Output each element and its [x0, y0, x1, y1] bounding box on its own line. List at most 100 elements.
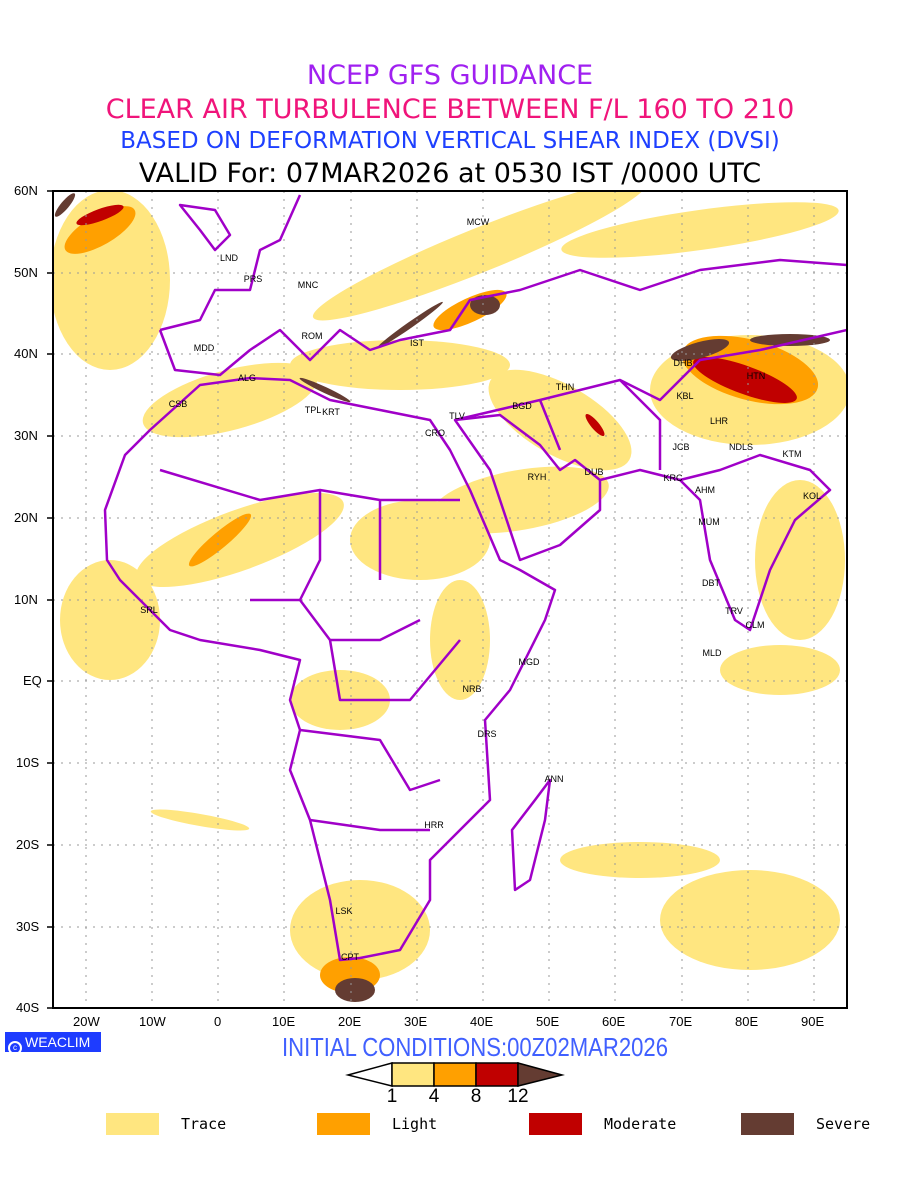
city-label: CSB: [168, 399, 188, 409]
legend-swatch: [529, 1113, 582, 1135]
city-label: SRL: [140, 605, 158, 615]
lon-label: 90E: [801, 1014, 825, 1029]
lon-label: 10E: [272, 1014, 296, 1029]
city-label: ALG: [237, 373, 257, 383]
city-label: PRS: [243, 274, 263, 284]
city-label: KTM: [782, 449, 802, 459]
logo-text: WEACLIM: [25, 1034, 91, 1050]
colorbar-under: [345, 1062, 393, 1087]
colorbar-moderate: [475, 1062, 519, 1087]
lat-label: EQ: [23, 673, 42, 688]
city-label: NDLS: [728, 442, 754, 452]
initial-conditions: INITIAL CONDITIONS:00Z02MAR2026: [281, 1032, 669, 1062]
colorbar-severe: [517, 1062, 565, 1087]
title-method: BASED ON DEFORMATION VERTICAL SHEAR INDE…: [120, 128, 780, 154]
europe-coastline: [158, 194, 847, 377]
africa-inner-borders: [159, 468, 461, 832]
copyright-icon: c: [8, 1041, 22, 1055]
legend-item-moderate: Moderate: [529, 1113, 676, 1135]
city-label: ANN: [544, 774, 564, 784]
lat-label: 10N: [14, 592, 38, 607]
city-label: KRT: [322, 407, 340, 417]
lon-label: 70E: [669, 1014, 693, 1029]
city-label: CPT: [341, 952, 359, 962]
africa-coastline: [103, 376, 557, 962]
lon-label: 30E: [404, 1014, 428, 1029]
lat-label: 30N: [14, 428, 38, 443]
title-model: NCEP GFS GUIDANCE: [306, 60, 594, 91]
title-product: CLEAR AIR TURBULENCE BETWEEN F/L 160 TO …: [105, 94, 795, 125]
city-label: TLV: [449, 411, 465, 421]
city-label: DHB: [673, 358, 693, 368]
city-label: MNC: [297, 280, 319, 290]
turbulence-severe-areas: [54, 193, 830, 1002]
city-label: CRO: [425, 428, 445, 438]
lon-label: 10W: [139, 1014, 166, 1029]
turbulence-trace-areas: [53, 191, 847, 980]
axis-ticks: [47, 190, 53, 1009]
colorbar: [345, 1062, 565, 1087]
legend-label: Trace: [181, 1115, 227, 1133]
lat-label: 40N: [14, 346, 38, 361]
city-label: KOL: [802, 491, 822, 501]
city-label: LSK: [335, 906, 353, 916]
city-label: HTN: [746, 371, 766, 381]
legend-label: Moderate: [604, 1115, 677, 1133]
city-label: IST: [409, 338, 425, 348]
middle-east-borders: [454, 328, 847, 482]
legend-item-trace: Trace: [106, 1113, 226, 1135]
madagascar-coastline: [510, 778, 552, 892]
city-label: DBT: [702, 578, 720, 588]
city-label: MCW: [466, 217, 490, 227]
legend-swatch: [741, 1113, 794, 1135]
city-label: DRS: [477, 729, 497, 739]
city-label: JCB: [672, 442, 690, 452]
legend-swatch: [317, 1113, 370, 1135]
legend-item-severe: Severe: [741, 1113, 870, 1135]
legend-label: Light: [392, 1115, 438, 1133]
colorbar-tick: 4: [428, 1086, 440, 1107]
title-valid-time: VALID For: 07MAR2026 at 0530 IST /0000 U…: [138, 158, 762, 189]
lon-label: 40E: [470, 1014, 494, 1029]
lat-label: 60N: [14, 183, 38, 198]
legend-label: Severe: [816, 1115, 871, 1133]
colorbar-tick: 12: [507, 1086, 529, 1107]
lon-label: 80E: [735, 1014, 759, 1029]
city-label: HRR: [424, 820, 444, 830]
city-label: LHR: [709, 416, 729, 426]
city-label: MGD: [518, 657, 540, 667]
city-label: MLD: [702, 648, 722, 658]
colorbar-trace: [391, 1062, 435, 1087]
city-label: CLM: [745, 620, 765, 630]
city-label: MUM: [698, 517, 720, 527]
legend-item-light: Light: [317, 1113, 437, 1135]
city-label: MDD: [193, 343, 215, 353]
city-label: RYH: [527, 472, 547, 482]
city-label: AHM: [695, 485, 715, 495]
city-label: KBL: [676, 391, 694, 401]
lat-label: 20S: [16, 837, 40, 852]
city-label: THN: [555, 382, 575, 392]
lat-label: 50N: [14, 265, 38, 280]
weaclim-logo: c WEACLIM: [5, 1032, 101, 1055]
city-label: TRV: [725, 606, 743, 616]
city-label: ROM: [301, 331, 323, 341]
lat-label: 10S: [16, 755, 40, 770]
city-label: DUB: [584, 467, 604, 477]
lon-label: 0: [214, 1014, 222, 1029]
turbulence-moderate-areas: [76, 204, 797, 437]
india-coastline: [678, 453, 832, 632]
legend-swatch: [106, 1113, 159, 1135]
city-label: KRC: [663, 473, 683, 483]
colorbar-tick: 8: [470, 1086, 482, 1107]
lon-label: 20E: [338, 1014, 362, 1029]
lon-label: 20W: [73, 1014, 100, 1029]
colorbar-tick: 1: [386, 1086, 398, 1107]
lon-label: 50E: [536, 1014, 560, 1029]
city-label: BGD: [512, 401, 532, 411]
lat-label: 20N: [14, 510, 38, 525]
city-label: TPL: [304, 405, 322, 415]
lat-label: 30S: [16, 919, 40, 934]
